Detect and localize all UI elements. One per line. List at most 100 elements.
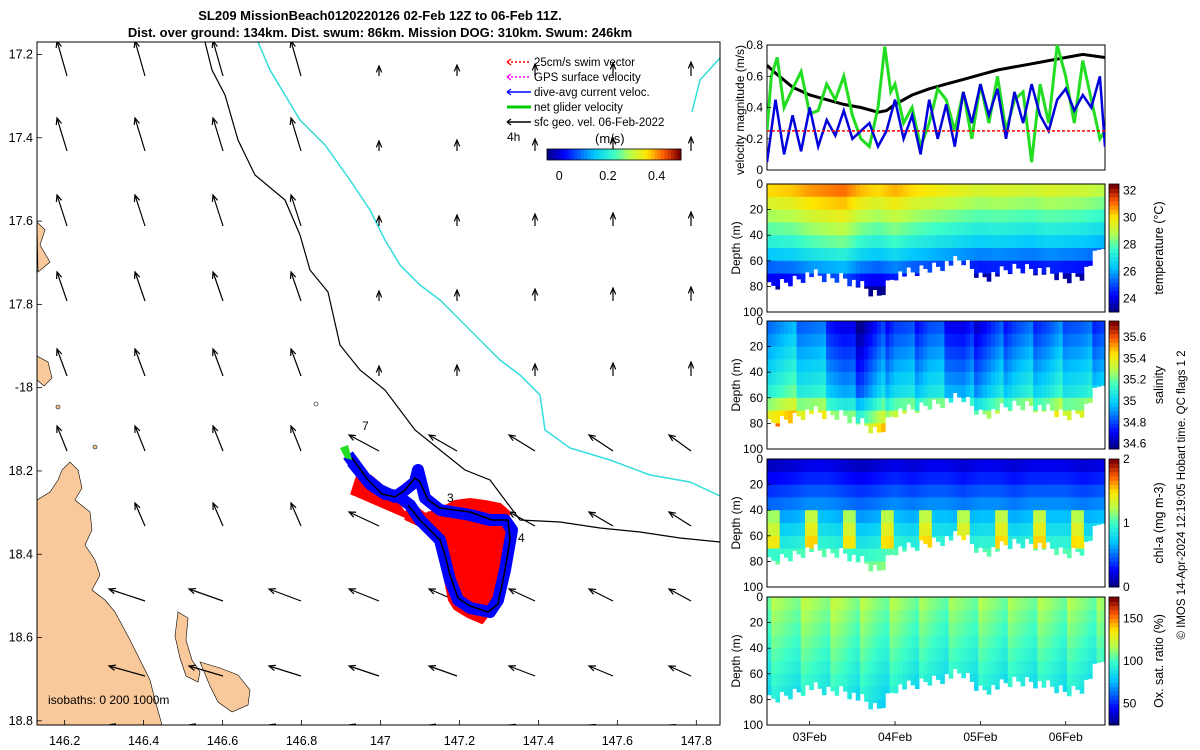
section-cell [855,273,861,287]
section-cell [919,260,924,266]
section-cell [1066,385,1072,399]
section-cell [1007,333,1013,347]
section-cell [1062,359,1068,373]
section-cell [897,535,903,547]
section-cell [893,535,899,549]
section-colorbar-segment [1109,552,1119,558]
section-cell [927,222,933,236]
section-cell [1028,359,1034,373]
section-cell [927,535,933,548]
section-cell [889,635,895,649]
section-cell [986,359,992,373]
section-cell [838,609,844,623]
section-cell [864,635,869,649]
section-colorbar-segment [1109,493,1119,498]
section-cell [965,372,971,386]
section-cell [897,459,903,473]
section-colorbar-frame [1108,458,1120,588]
section-cell [1041,548,1047,550]
depth-tick-label: 20 [750,340,764,354]
section-cell [1075,471,1081,485]
section-cell [1033,661,1038,675]
velocity-arrowhead [289,42,296,49]
velocity-arrowhead [290,347,297,357]
section-cell [821,321,827,335]
section-colorbar-tick-label: 35 [1123,394,1137,408]
section-cell [821,597,827,611]
section-cell [944,523,950,537]
section-cell [1050,248,1055,262]
section-cell [1050,235,1055,249]
section-cell [847,397,852,411]
section-cell [1050,648,1055,662]
section-cell [767,635,772,649]
velocity-arrowhead [531,212,539,221]
section-cell [1037,346,1043,360]
section-cell [1075,184,1081,198]
section-cell [1100,346,1106,360]
section-cell [885,648,890,662]
section-cell [805,333,810,347]
section-cell [864,423,869,426]
section-cell [1062,260,1068,274]
section-cell [1088,346,1093,360]
section-cell [1024,471,1030,485]
section-cell [961,196,966,210]
section-cell [809,673,814,687]
section-cell [978,321,983,335]
section-cell [1037,535,1043,544]
section-cell [1066,510,1072,524]
section-cell [796,609,802,623]
section-cell [897,497,903,511]
section-cell [1033,535,1038,549]
section-cell [1033,673,1038,687]
section-cell [1092,372,1097,386]
section-cell [957,523,962,536]
depth-tick-label: 40 [750,365,764,379]
section-cell [1100,372,1106,386]
section-cell [990,397,996,410]
section-cell [978,248,983,262]
section-cell [767,333,772,347]
section-cell [910,510,916,524]
depth-tick-label: 80 [750,554,764,568]
section-cell [881,222,886,236]
section-colorbar-segment [1109,419,1119,424]
section-cell [1079,196,1085,210]
section-cell [800,548,806,558]
section-cell [771,535,776,549]
section-cell [897,260,903,272]
section-cell [847,548,852,562]
section-colorbar-segment [1109,235,1119,240]
section-cell [1033,260,1038,274]
section-cell [1028,622,1034,636]
section-cell [978,497,983,511]
section-cell [1033,548,1038,551]
section-cell [897,372,903,386]
section-cell [771,196,776,210]
section-cell [1058,397,1064,410]
section-cell [1033,196,1038,210]
section-cell [872,484,878,498]
section-cell [796,209,802,223]
section-colorbar-segment [1109,518,1119,524]
section-cell [1033,397,1038,411]
section-cell [1028,471,1034,485]
speed-colorbar-segment [620,149,625,160]
section-cell [851,222,857,236]
section-cell [813,622,819,636]
section-cell [881,184,886,198]
section-cell [1012,648,1017,662]
section-cell [1088,372,1093,386]
section-cell [1075,273,1081,277]
velocity-arrow [290,425,302,452]
section-cell [800,397,806,411]
section-cell [995,686,1000,690]
section-cell [995,497,1000,511]
section-cell [910,648,916,662]
section-cell [978,673,983,686]
section-cell [1003,459,1009,473]
section-cell [948,196,954,210]
section-cell [859,497,865,511]
